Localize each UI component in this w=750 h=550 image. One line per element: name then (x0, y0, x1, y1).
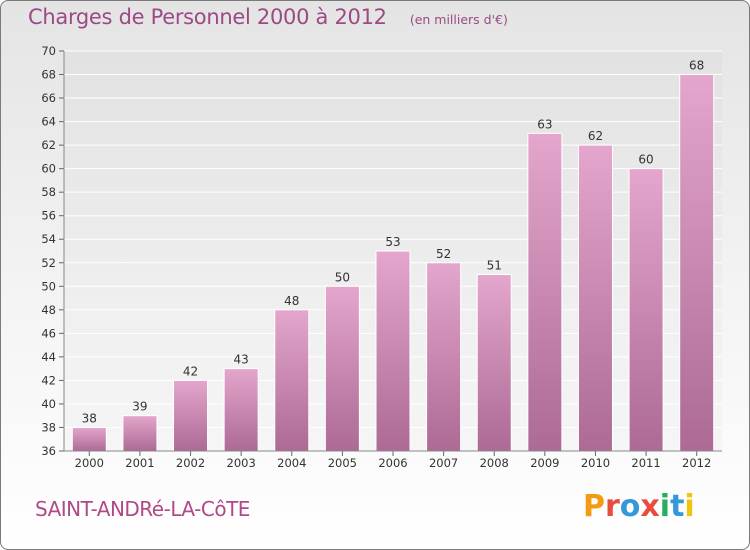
bar-value-label: 51 (487, 259, 502, 273)
labels: 36 38 40 42 44 46 48 50 52 54 56 58 60 62 64 66 68 70 38 20… (41, 44, 711, 470)
y-tick-label: 64 (41, 115, 56, 129)
bar (476, 274, 512, 452)
bar (577, 144, 613, 452)
y-tick-label: 62 (41, 138, 56, 152)
y-tick-label: 54 (41, 232, 56, 246)
bar-value-label: 63 (537, 117, 552, 131)
brand-letter: t (670, 489, 685, 524)
y-tick-label: 36 (41, 444, 56, 458)
y-tick-label: 50 (41, 279, 56, 293)
brand-logo[interactable]: Proxiti (583, 489, 695, 524)
title-row: Charges de Personnel 2000 à 2012 (en mil… (28, 5, 508, 29)
y-tick-label: 58 (41, 185, 56, 199)
chart-title: Charges de Personnel 2000 à 2012 (28, 5, 387, 29)
brand-letter: i (659, 489, 671, 524)
bar (375, 250, 411, 452)
bars (71, 74, 715, 452)
bar-value-label: 50 (335, 270, 350, 284)
x-tick-label: 2008 (480, 456, 509, 470)
bar-value-label: 62 (588, 129, 603, 143)
brand-letter: o (619, 489, 641, 524)
y-tick-label: 46 (41, 326, 56, 340)
bar (628, 168, 664, 452)
bar-value-label: 60 (638, 153, 653, 167)
bar-value-label: 43 (234, 353, 249, 367)
y-tick-label: 60 (41, 162, 56, 176)
x-tick-label: 2006 (378, 456, 407, 470)
x-tick-label: 2010 (581, 456, 610, 470)
bar (426, 262, 462, 452)
y-tick-label: 70 (41, 44, 56, 58)
bar-value-label: 68 (689, 59, 704, 73)
bar (223, 368, 259, 452)
bar (173, 379, 209, 452)
chart-subtitle: (en milliers d'€) (409, 12, 508, 27)
bar-value-label: 53 (385, 235, 400, 249)
x-tick-label: 2005 (328, 456, 357, 470)
town-name: SAINT-ANDRé-LA-CôTE (35, 497, 250, 521)
brand-letter: P (583, 489, 605, 524)
bar (71, 426, 107, 452)
bar-value-label: 39 (132, 400, 147, 414)
y-tick-label: 56 (41, 209, 56, 223)
bar (274, 309, 310, 452)
x-tick-label: 2003 (227, 456, 256, 470)
bar (527, 132, 563, 452)
brand-letter: x (640, 489, 660, 524)
x-tick-label: 2007 (429, 456, 458, 470)
bar (122, 415, 158, 452)
bar-value-label: 42 (183, 364, 198, 378)
y-tick-label: 52 (41, 256, 56, 270)
x-tick-label: 2002 (176, 456, 205, 470)
y-tick-label: 44 (41, 350, 56, 364)
y-tick-label: 42 (41, 373, 56, 387)
x-tick-label: 2004 (277, 456, 306, 470)
y-tick-label: 38 (41, 420, 56, 434)
x-tick-label: 2009 (530, 456, 559, 470)
bar (679, 74, 715, 452)
x-tick-label: 2000 (75, 456, 104, 470)
bar-value-label: 38 (82, 411, 97, 425)
y-tick-label: 48 (41, 303, 56, 317)
bar-value-label: 52 (436, 247, 451, 261)
brand-letter: r (605, 489, 620, 524)
brand-letter: i (684, 489, 695, 524)
x-tick-label: 2001 (125, 456, 154, 470)
x-tick-label: 2011 (631, 456, 660, 470)
x-tick-label: 2012 (682, 456, 711, 470)
bar-value-label: 48 (284, 294, 299, 308)
y-tick-label: 68 (41, 68, 56, 82)
bar (324, 285, 360, 452)
y-tick-label: 66 (41, 91, 56, 105)
y-tick-label: 40 (41, 397, 56, 411)
axes (59, 50, 722, 456)
